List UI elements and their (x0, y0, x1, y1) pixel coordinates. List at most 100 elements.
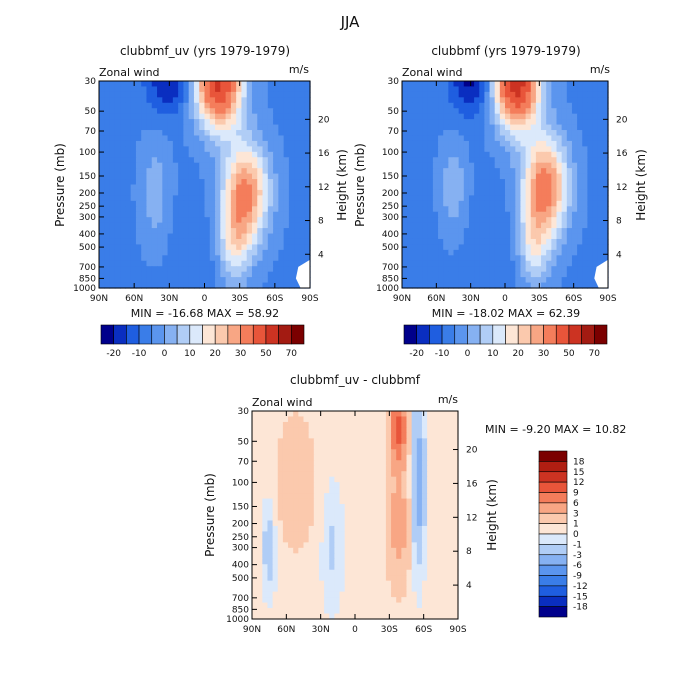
heat-cell (541, 244, 547, 251)
heat-cell (448, 189, 455, 196)
heat-cell (246, 86, 253, 93)
heat-cell (452, 608, 459, 615)
heat-cell (412, 151, 419, 158)
heat-cell (167, 266, 174, 273)
heat-cell (587, 140, 594, 147)
heat-cell (411, 443, 418, 450)
heat-cell (257, 189, 264, 196)
heat-cell (304, 238, 311, 246)
heat-cell (339, 591, 346, 598)
heat-cell (303, 602, 310, 609)
heat-cell (577, 102, 583, 109)
heat-cell (375, 427, 382, 434)
heat-cell (505, 108, 511, 115)
heat-cell (262, 586, 269, 593)
heat-cell (417, 244, 424, 251)
heat-cell (294, 217, 301, 224)
heat-cell (592, 260, 599, 267)
heat-cell (551, 200, 558, 207)
heat-cell (125, 151, 132, 158)
heat-cell (99, 130, 105, 137)
heat-cell (380, 421, 387, 429)
heat-cell (427, 416, 433, 423)
heat-cell (99, 271, 105, 278)
heat-cell (272, 427, 279, 434)
heat-cell (551, 102, 558, 109)
heat-cell (141, 195, 148, 202)
heat-cell (474, 124, 480, 131)
heat-cell (236, 91, 243, 98)
heat-cell (344, 569, 351, 576)
heat-cell (479, 140, 485, 147)
heat-cell (257, 81, 264, 88)
heat-cell (452, 564, 459, 571)
heat-cell (294, 102, 301, 109)
heat-cell (597, 113, 604, 120)
heat-cell (209, 271, 216, 278)
heat-cell (246, 228, 253, 235)
heat-cell (571, 228, 578, 235)
heat-cell (448, 255, 455, 262)
heat-cell (257, 244, 264, 251)
heat-cell (294, 222, 301, 229)
heat-cell (407, 184, 413, 191)
heat-cell (199, 228, 206, 235)
heat-cell (484, 140, 491, 147)
colorbar-label: 70 (589, 349, 601, 359)
heat-cell (209, 195, 216, 202)
heat-cell (438, 277, 444, 284)
heat-cell (411, 454, 418, 461)
heat-cell (183, 81, 190, 88)
heat-cell (267, 613, 274, 620)
heat-cell (452, 586, 459, 593)
heat-cell (401, 531, 408, 538)
heat-cell (282, 597, 289, 604)
heat-cell (277, 504, 284, 511)
heat-cell (535, 282, 542, 289)
heat-cell (125, 157, 132, 164)
heat-cell (225, 217, 232, 224)
heat-cell (125, 206, 132, 213)
heat-cell (535, 168, 542, 175)
heat-cell (452, 482, 459, 489)
heat-cell (556, 266, 563, 273)
heat-cell (151, 211, 158, 218)
heat-cell (571, 97, 578, 104)
heat-cell (220, 228, 227, 235)
heat-cell (135, 97, 142, 104)
heat-cell (236, 260, 243, 267)
heat-cell (104, 195, 111, 202)
heat-cell (267, 553, 274, 560)
heat-cell (375, 597, 382, 604)
heat-cell (494, 244, 501, 251)
heat-cell (479, 244, 485, 251)
heat-cell (183, 195, 190, 202)
heat-cell (587, 282, 594, 289)
heat-cell (407, 162, 413, 169)
heat-cell (257, 553, 263, 560)
heat-cell (283, 124, 290, 131)
heat-cell (172, 222, 179, 229)
heat-cell (114, 91, 121, 98)
heat-cell (443, 282, 449, 289)
heat-cell (447, 432, 454, 439)
heat-cell (298, 575, 305, 582)
heat-cell (484, 81, 491, 88)
heat-cell (427, 520, 433, 527)
heat-cell (407, 146, 413, 153)
panel-3-title: clubbmf_uv - clubbmf (290, 373, 421, 387)
heat-cell (293, 427, 299, 434)
heat-cell (577, 277, 583, 284)
heat-cell (571, 173, 578, 180)
heat-cell (437, 558, 444, 565)
heat-cell (525, 282, 532, 289)
heat-cell (215, 168, 221, 175)
colorbar-swatch (479, 324, 494, 345)
heat-cell (215, 146, 221, 153)
heat-cell (162, 119, 169, 126)
heat-cell (303, 553, 310, 560)
heat-cell (360, 575, 366, 582)
heat-cell (380, 487, 387, 494)
heat-cell (349, 520, 356, 527)
heat-cell (443, 81, 449, 88)
